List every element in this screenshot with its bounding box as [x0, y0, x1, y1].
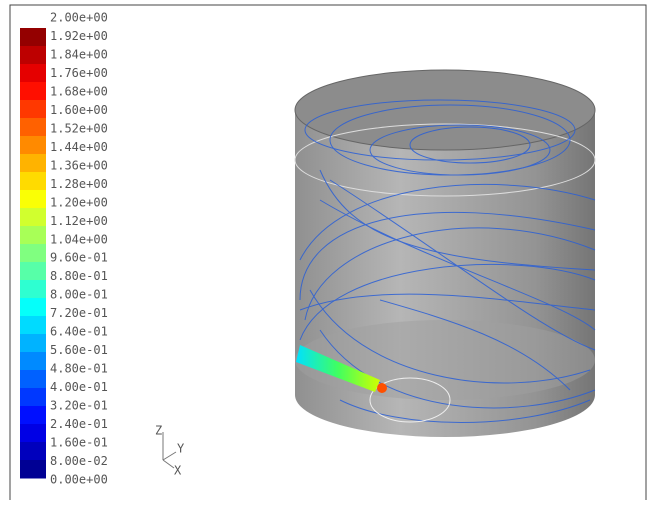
colorbar-label: 8.80e-01 — [50, 269, 108, 283]
cylinder — [294, 69, 596, 437]
colorbar-segment — [20, 406, 46, 425]
colorbar-segment — [20, 64, 46, 83]
colorbar — [20, 28, 46, 479]
colorbar-segment — [20, 316, 46, 335]
streamlines — [299, 99, 596, 423]
colorbar-label: 1.20e+00 — [50, 195, 108, 209]
colorbar-label: 9.60e-01 — [50, 251, 108, 265]
colorbar-segment — [20, 352, 46, 371]
colorbar-segment — [20, 154, 46, 173]
cylinder-floor — [295, 320, 595, 400]
colorbar-segment — [20, 28, 46, 47]
frame — [9, 4, 647, 500]
colorbar-segment — [20, 298, 46, 317]
colorbar-label: 1.68e+00 — [50, 84, 108, 98]
jet — [296, 345, 380, 392]
colorbar-segment — [20, 118, 46, 137]
colorbar-segment — [20, 172, 46, 191]
colorbar-label: 1.84e+00 — [50, 47, 108, 61]
colorbar-segment — [20, 208, 46, 227]
colorbar-label: 5.60e-01 — [50, 343, 108, 357]
colorbar-label: 1.76e+00 — [50, 66, 108, 80]
inner-ring — [294, 123, 596, 197]
colorbar-segment — [20, 226, 46, 245]
colorbar-label: 1.36e+00 — [50, 158, 108, 172]
colorbar-label: 1.60e-01 — [50, 436, 108, 450]
colorbar-label: 3.20e-01 — [50, 399, 108, 413]
colorbar-segment — [20, 388, 46, 407]
colorbar-label: 4.00e-01 — [50, 380, 108, 394]
inlet-ring — [369, 377, 451, 423]
colorbar-label: 1.60e+00 — [50, 103, 108, 117]
colorbar-segment — [20, 442, 46, 461]
jet-hotspot — [377, 383, 387, 393]
colorbar-label: 8.00e-01 — [50, 288, 108, 302]
colorbar-label: 4.80e-01 — [50, 362, 108, 376]
colorbar-segment — [20, 334, 46, 353]
axis-x-label: X — [174, 464, 182, 478]
colorbar-label: 1.04e+00 — [50, 232, 108, 246]
colorbar-segment — [20, 244, 46, 263]
colorbar-segment — [20, 82, 46, 101]
axis-y-label: Y — [177, 442, 185, 456]
colorbar-segment — [20, 262, 46, 281]
colorbar-label: 1.92e+00 — [50, 29, 108, 43]
colorbar-label: 2.40e-01 — [50, 417, 108, 431]
colorbar-segment — [20, 100, 46, 119]
axes-triad — [162, 432, 177, 469]
colorbar-label: 0.00e+00 — [50, 473, 108, 487]
colorbar-segment — [20, 370, 46, 389]
colorbar-segment — [20, 280, 46, 299]
colorbar-label: 7.20e-01 — [50, 306, 108, 320]
colorbar-segment — [20, 460, 46, 479]
colorbar-segment — [20, 190, 46, 209]
colorbar-label: 1.44e+00 — [50, 140, 108, 154]
axis-z-label: Z — [155, 424, 162, 438]
colorbar-segment — [20, 136, 46, 155]
colorbar-label: 8.00e-02 — [50, 454, 108, 468]
colorbar-label: 1.52e+00 — [50, 121, 108, 135]
colorbar-label: 6.40e-01 — [50, 325, 108, 339]
colorbar-segment — [20, 424, 46, 443]
colorbar-label: 1.12e+00 — [50, 214, 108, 228]
colorbar-label: 2.00e+00 — [50, 11, 108, 25]
colorbar-label: 1.28e+00 — [50, 177, 108, 191]
colorbar-segment — [20, 46, 46, 65]
cylinder-top — [294, 69, 596, 151]
